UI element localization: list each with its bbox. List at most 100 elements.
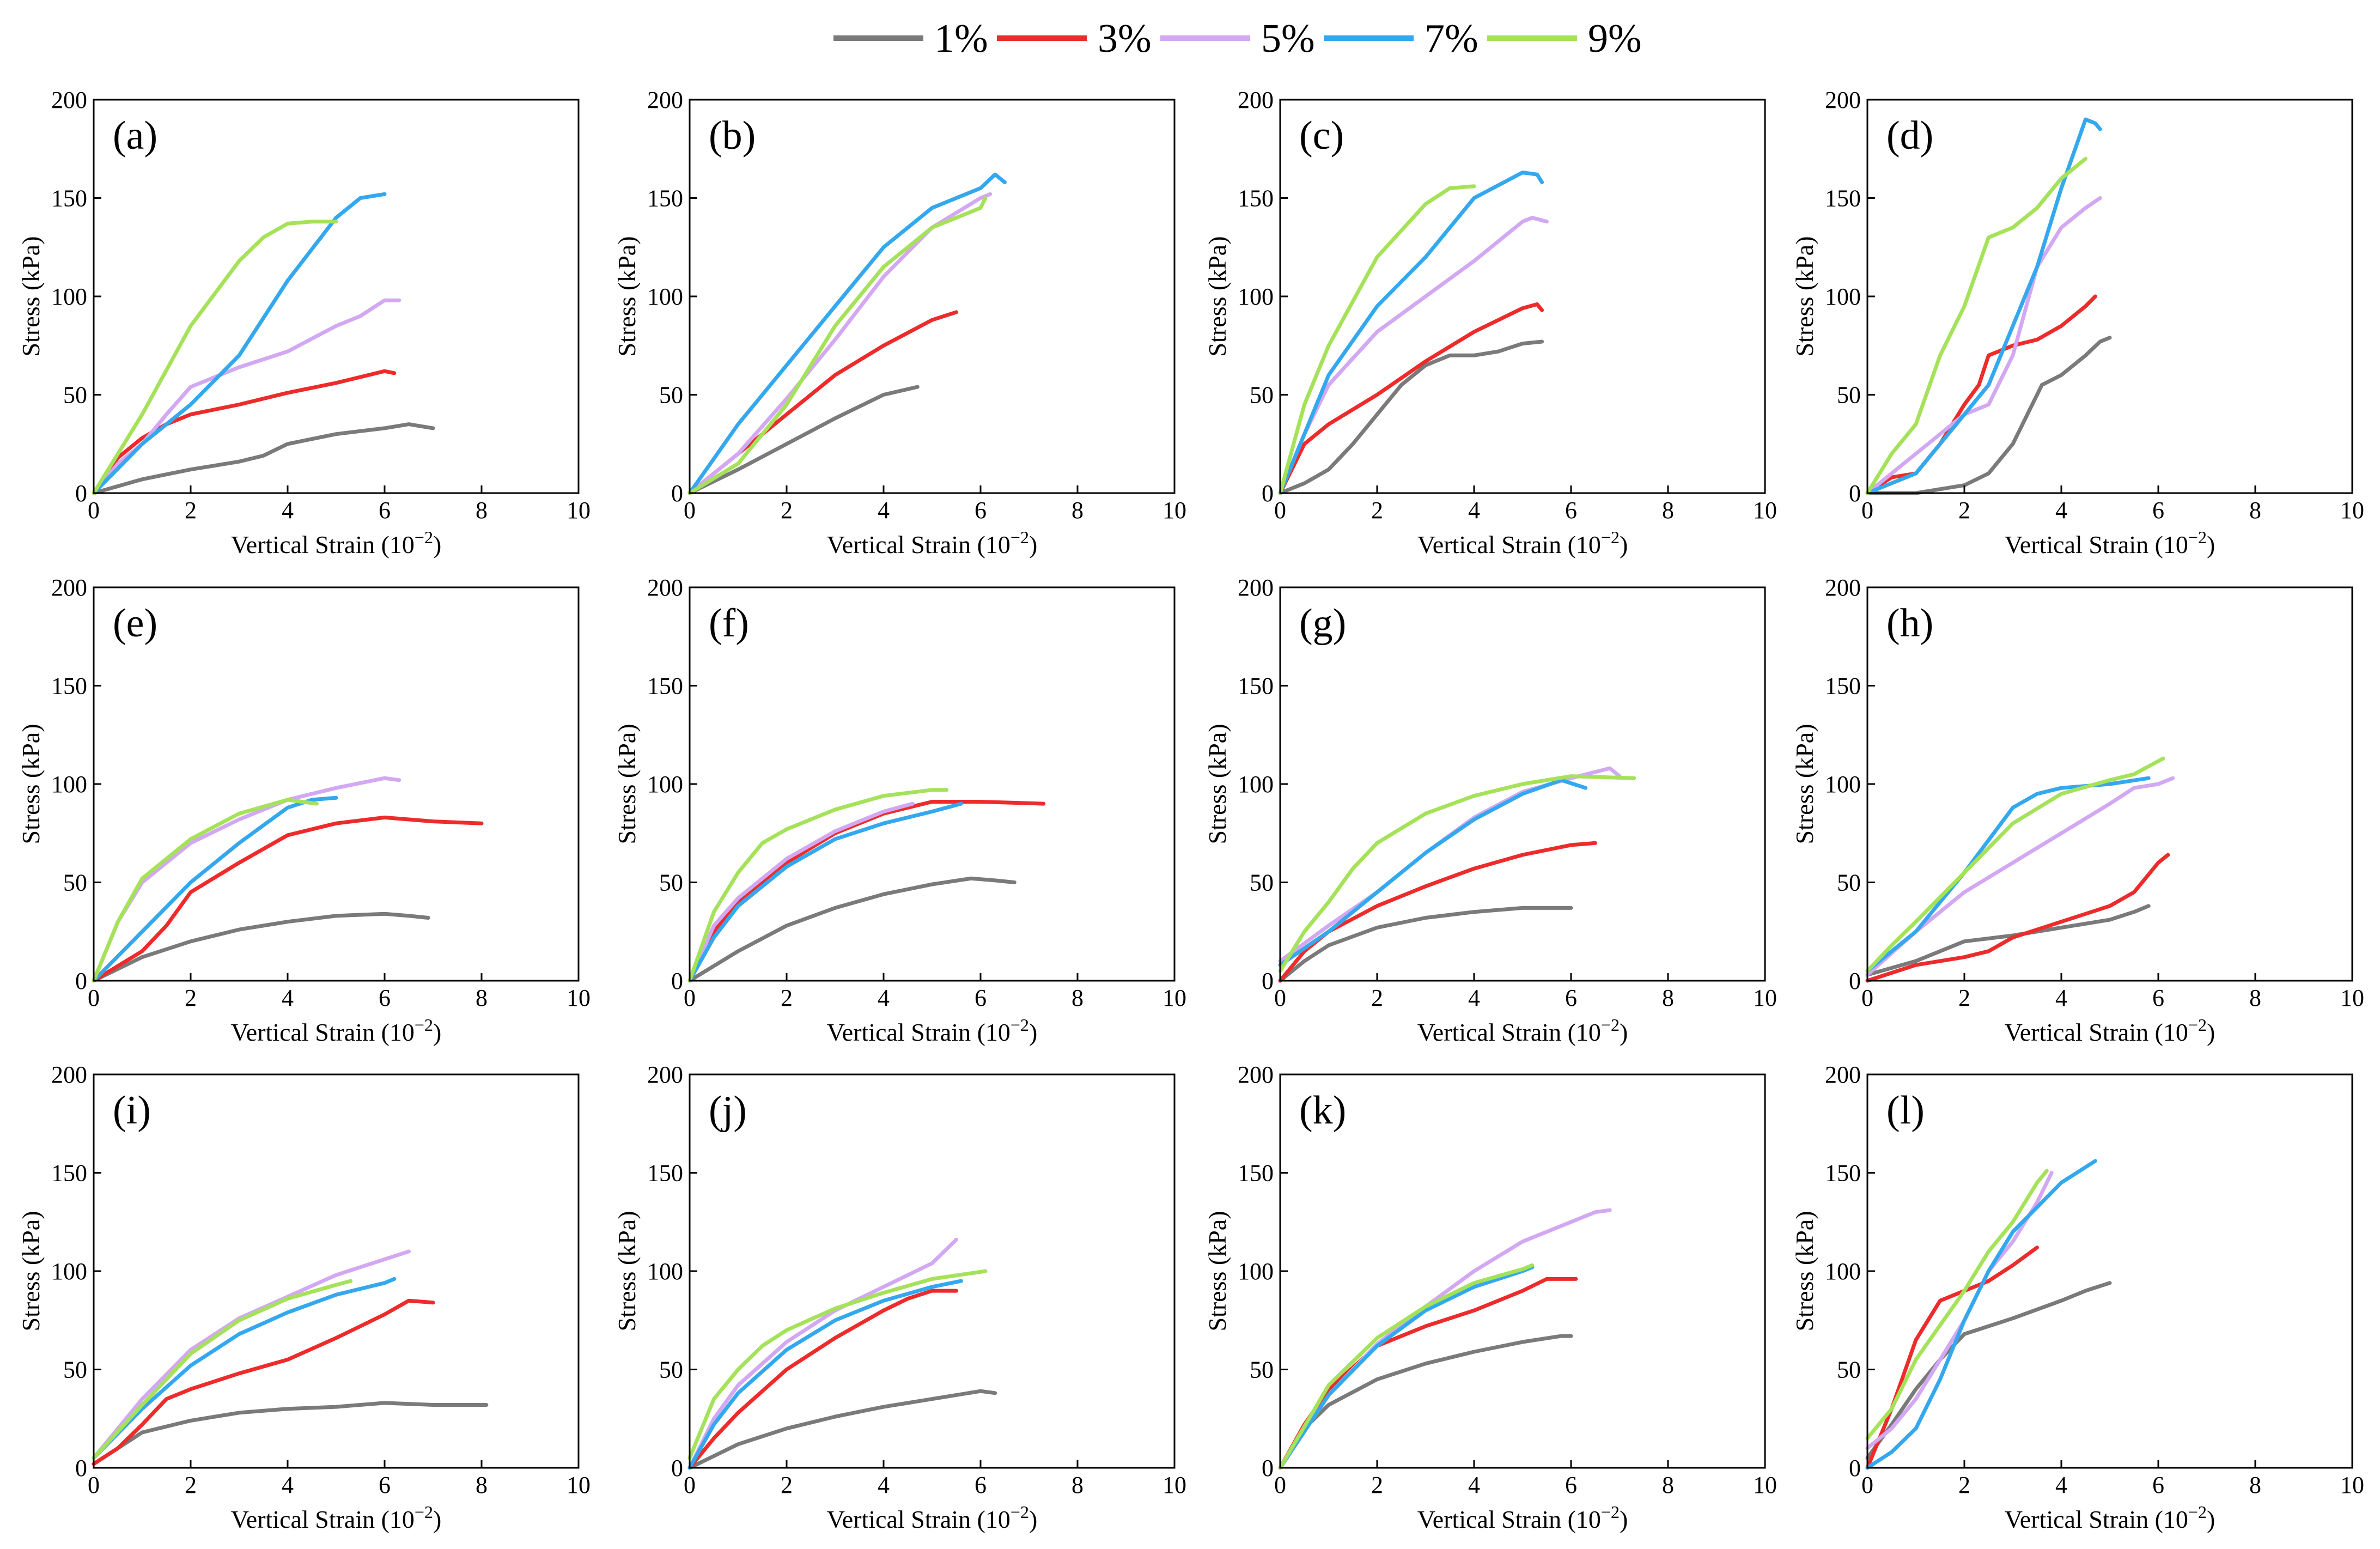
y-tick-label: 200 bbox=[1238, 574, 1274, 601]
y-tick-label: 50 bbox=[1837, 1357, 1861, 1383]
x-axis-title-text: Vertical Strain (10 bbox=[231, 1018, 415, 1046]
y-axis-title: Stress (kPa) bbox=[17, 1211, 45, 1331]
x-tick-label: 0 bbox=[1274, 497, 1286, 524]
y-tick-label: 0 bbox=[671, 1455, 683, 1481]
x-axis-title-close: ) bbox=[1029, 531, 1037, 558]
series-line-7pct bbox=[687, 1279, 963, 1470]
series-line-7pct bbox=[687, 801, 963, 983]
y-tick-label: 100 bbox=[51, 283, 87, 310]
x-axis-title-close: ) bbox=[2207, 531, 2215, 558]
plot-frame bbox=[1279, 99, 1766, 494]
x-tick-label: 0 bbox=[684, 497, 696, 524]
x-axis-title-exponent: −2 bbox=[2188, 1015, 2207, 1035]
x-tick-label: 6 bbox=[1565, 497, 1577, 524]
y-tick-label: 200 bbox=[51, 87, 87, 113]
y-tick-label: 100 bbox=[1825, 1258, 1861, 1285]
series-line-9pct bbox=[1865, 1169, 2049, 1441]
y-axis-title: Stress (kPa) bbox=[1791, 236, 1818, 356]
panel-label: (c) bbox=[1299, 113, 1344, 158]
x-tick-label: 2 bbox=[781, 985, 793, 1011]
x-tick-label: 8 bbox=[1662, 497, 1674, 524]
series-line-7pct bbox=[92, 1277, 397, 1460]
x-axis-title-close: ) bbox=[433, 1018, 441, 1046]
series-line-7pct bbox=[1278, 778, 1588, 967]
y-tick-label: 150 bbox=[1238, 673, 1274, 700]
x-axis-title-exponent: −2 bbox=[415, 1015, 433, 1035]
y-tick-label: 100 bbox=[1238, 771, 1274, 798]
x-axis-title-close: ) bbox=[2207, 1018, 2215, 1046]
series-line-3pct bbox=[1278, 841, 1597, 983]
y-tick-label: 200 bbox=[647, 87, 683, 113]
series-line-9pct bbox=[687, 1269, 988, 1460]
y-tick-label: 50 bbox=[1250, 1357, 1274, 1383]
y-axis-title: Stress (kPa) bbox=[17, 236, 45, 356]
x-axis-title-exponent: −2 bbox=[1011, 527, 1029, 547]
x-axis-title: Vertical Strain (10−2) bbox=[2005, 527, 2215, 558]
y-tick-label: 0 bbox=[671, 480, 683, 507]
y-tick-label: 100 bbox=[51, 1258, 87, 1285]
x-tick-label: 4 bbox=[282, 497, 294, 524]
x-axis-title-exponent: −2 bbox=[2188, 527, 2207, 547]
x-tick-label: 0 bbox=[1861, 497, 1873, 524]
plot-frame bbox=[1866, 1073, 2353, 1469]
x-tick-label: 2 bbox=[1371, 1472, 1383, 1498]
y-tick-label: 200 bbox=[647, 574, 683, 601]
x-tick-label: 8 bbox=[2249, 497, 2261, 524]
x-axis-title-exponent: −2 bbox=[2188, 1502, 2207, 1522]
y-tick-label: 100 bbox=[647, 283, 683, 310]
x-axis-title-close: ) bbox=[1029, 1018, 1037, 1046]
series-line-9pct bbox=[1865, 156, 2087, 495]
x-axis-title-exponent: −2 bbox=[1011, 1502, 1029, 1522]
y-tick-label: 0 bbox=[1262, 480, 1274, 507]
y-tick-label: 50 bbox=[63, 382, 87, 409]
x-axis-title-exponent: −2 bbox=[1011, 1015, 1029, 1035]
y-tick-label: 150 bbox=[647, 185, 683, 212]
x-tick-label: 6 bbox=[379, 1472, 391, 1498]
x-tick-label: 4 bbox=[878, 1472, 890, 1498]
series-line-5pct bbox=[1865, 776, 2175, 977]
legend-entry: 9% bbox=[1487, 16, 1642, 61]
y-tick-label: 0 bbox=[1849, 480, 1861, 507]
series-line-1pct bbox=[1278, 339, 1544, 495]
x-tick-label: 6 bbox=[379, 985, 391, 1011]
panel-label: (b) bbox=[709, 113, 756, 158]
x-tick-label: 4 bbox=[1468, 1472, 1480, 1498]
y-tick-label: 150 bbox=[1825, 673, 1861, 700]
legend-label: 9% bbox=[1588, 16, 1642, 61]
y-tick-label: 100 bbox=[51, 771, 87, 798]
legend-entry: 1% bbox=[833, 16, 988, 61]
x-tick-label: 0 bbox=[1861, 1472, 1873, 1498]
series-line-9pct bbox=[687, 788, 949, 983]
plot-frame bbox=[689, 586, 1176, 982]
series-line-1pct bbox=[92, 422, 435, 495]
legend-label: 1% bbox=[934, 16, 988, 61]
y-tick-label: 100 bbox=[647, 771, 683, 798]
y-axis-title: Stress (kPa) bbox=[1791, 724, 1818, 844]
series-line-5pct bbox=[687, 801, 915, 983]
y-tick-label: 0 bbox=[75, 480, 87, 507]
x-tick-label: 2 bbox=[1958, 985, 1970, 1011]
series-line-7pct bbox=[1865, 117, 2102, 495]
y-tick-label: 150 bbox=[647, 673, 683, 700]
series-line-3pct bbox=[687, 1289, 958, 1470]
x-axis-title: Vertical Strain (10−2) bbox=[1417, 1502, 1628, 1533]
series-line-3pct bbox=[92, 1298, 435, 1466]
series-line-9pct bbox=[92, 798, 319, 983]
y-tick-label: 200 bbox=[1825, 87, 1861, 113]
legend-label: 7% bbox=[1425, 16, 1478, 61]
x-axis-title-text: Vertical Strain (10 bbox=[231, 1505, 415, 1533]
panel-label: (i) bbox=[113, 1088, 151, 1133]
y-tick-label: 0 bbox=[1262, 968, 1274, 994]
panel-label: (h) bbox=[1886, 601, 1933, 646]
x-tick-label: 2 bbox=[781, 497, 793, 524]
y-tick-label: 150 bbox=[1825, 185, 1861, 212]
